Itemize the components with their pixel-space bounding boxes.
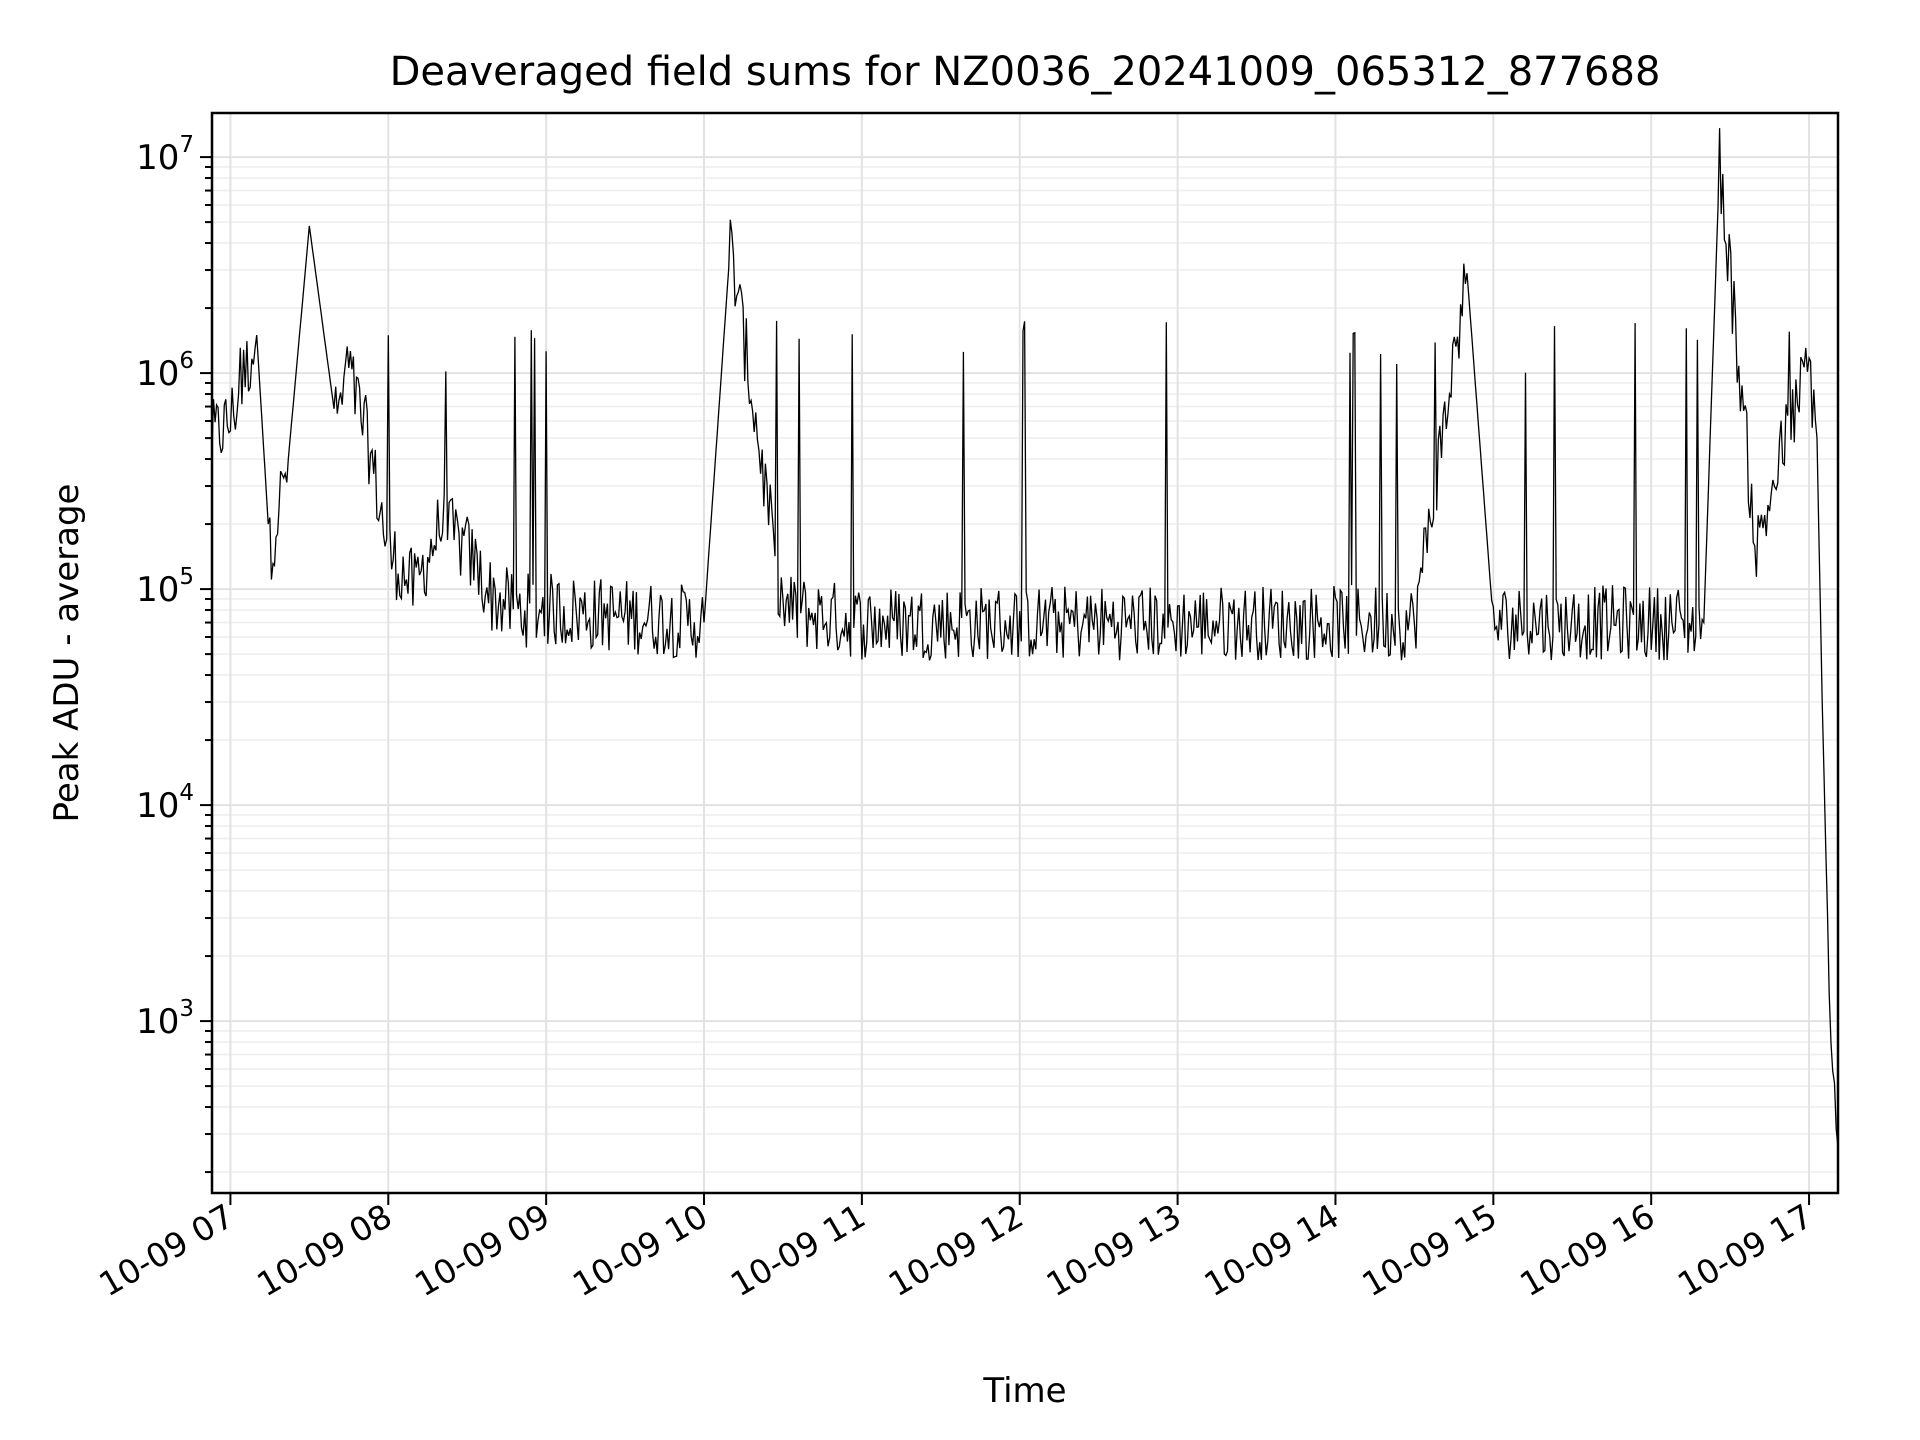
chart-title: Deaveraged field sums for NZ0036_2024100… xyxy=(390,49,1661,95)
y-tick-label: 104 xyxy=(136,780,194,826)
series-line xyxy=(211,128,1839,1148)
plot-area xyxy=(211,128,1839,1148)
y-tick-label: 106 xyxy=(136,348,194,394)
y-tick-label: 107 xyxy=(136,132,194,178)
plot-frame xyxy=(210,111,1840,1195)
x-axis-label: Time xyxy=(982,1371,1066,1411)
grid xyxy=(212,113,1838,1193)
y-tick-label: 103 xyxy=(136,996,194,1042)
y-axis-label: Peak ADU - average xyxy=(47,484,87,823)
y-tick-label: 105 xyxy=(136,564,194,610)
